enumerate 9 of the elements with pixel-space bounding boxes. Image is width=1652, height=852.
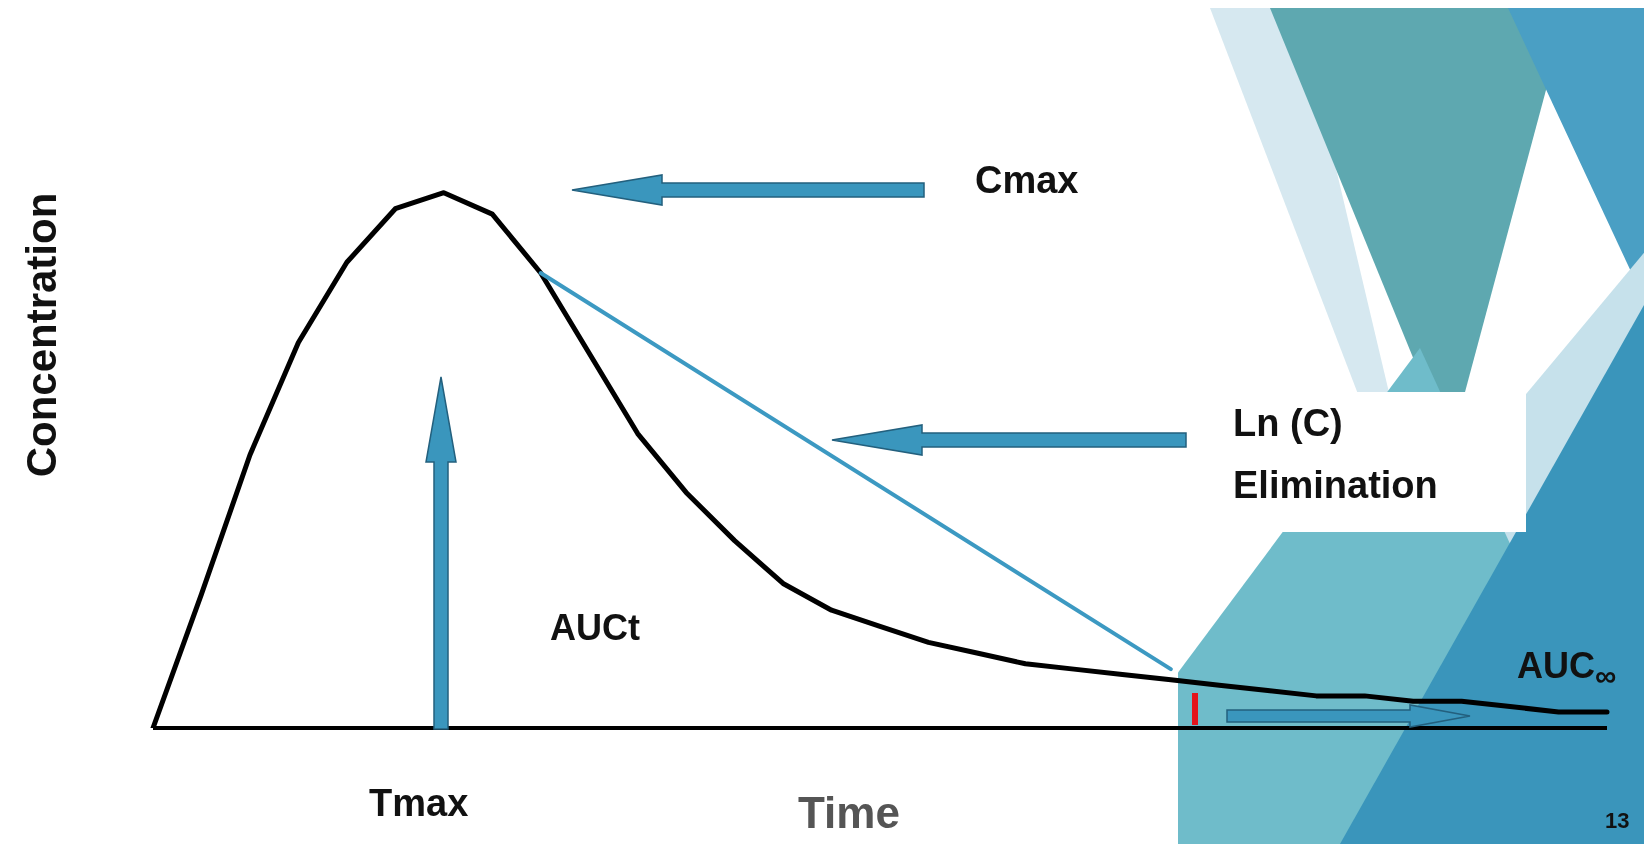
annotation: Elimination	[1233, 464, 1438, 506]
y-axis-title: Concentration	[18, 192, 65, 478]
annotation: Cmax	[975, 159, 1079, 201]
text: 13	[1605, 808, 1630, 833]
x-axis-title: Time	[798, 788, 900, 837]
text: Tmax	[369, 782, 469, 824]
annotation: AUC$_{∞}$	[1517, 645, 1617, 693]
annotation: Ln (C)	[1233, 402, 1343, 444]
annotation: AUCt	[550, 607, 640, 648]
